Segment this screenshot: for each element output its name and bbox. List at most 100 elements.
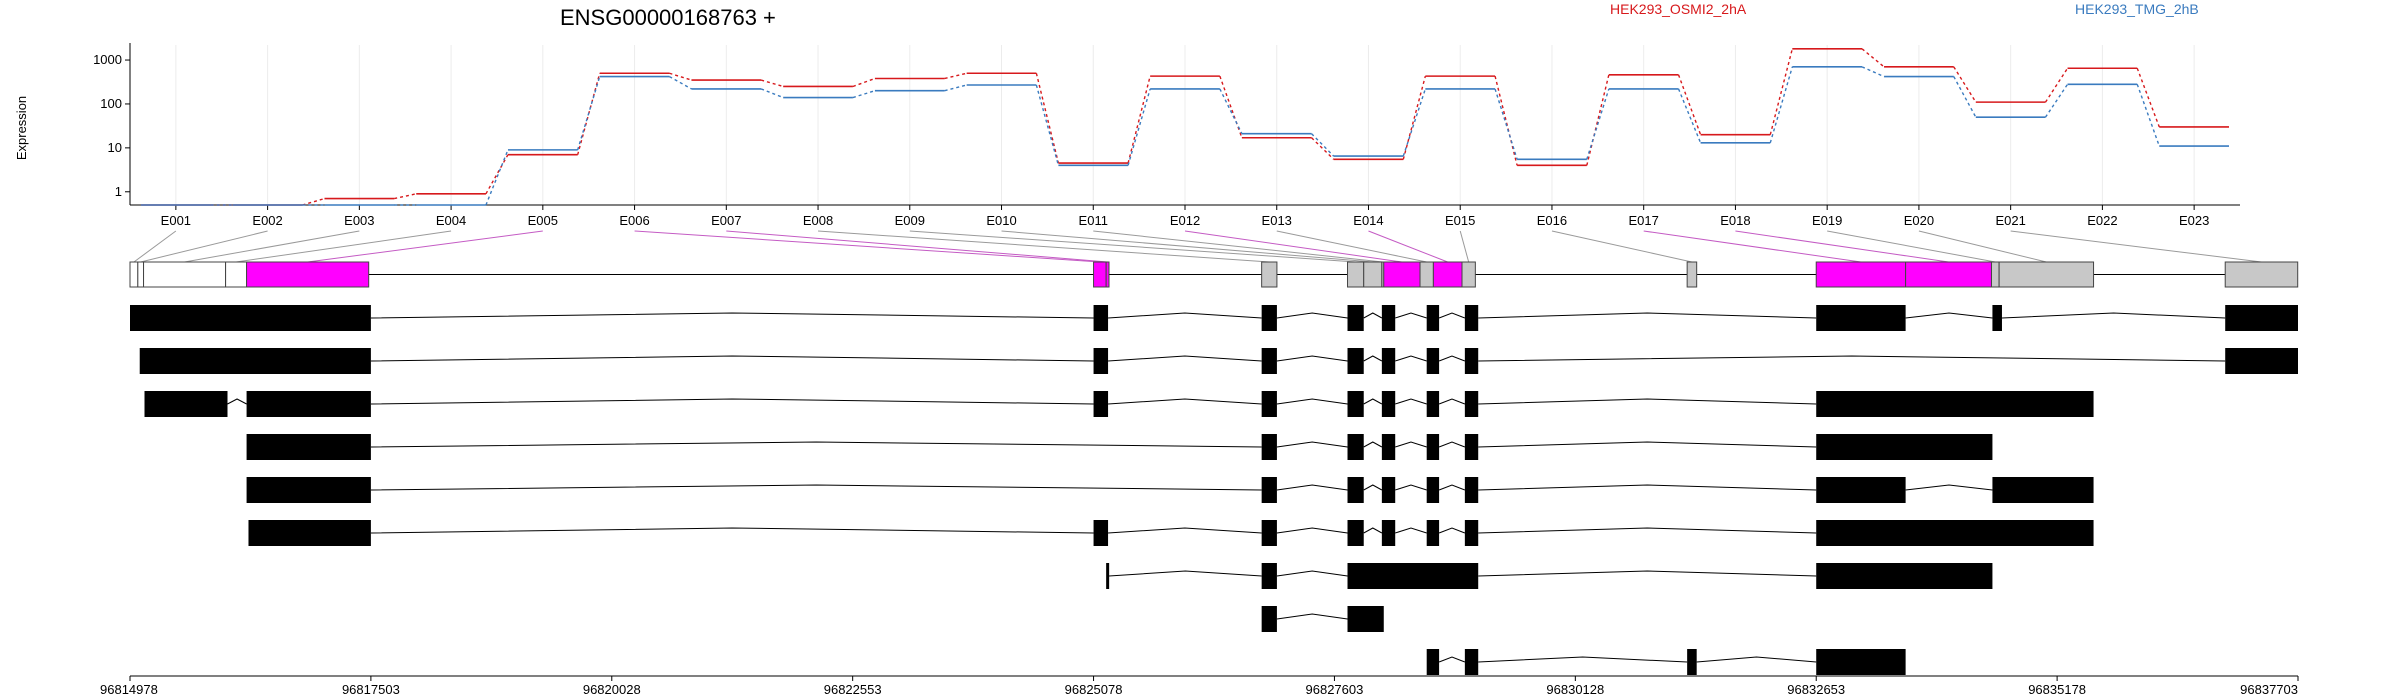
exon-connector [307,230,543,263]
transcript-exon [1381,348,1396,374]
gene-model-exon [246,261,370,288]
series-connector [1677,74,1702,135]
series-connector [1494,75,1518,166]
genome-tick-label: 96814978 [100,682,158,697]
transcript-exon [1816,477,1906,503]
transcript-intron [1276,570,1348,577]
exon-connector [1093,230,1383,263]
transcript-exon [1381,477,1396,503]
transcript-intron [1696,656,1817,663]
transcript-intron [1395,527,1427,534]
transcript-intron [1108,355,1262,362]
transcript-intron [1478,441,1817,448]
transcript-exon [1464,305,1479,331]
transcript-intron [1108,312,1262,319]
y-tick-label: 100 [100,96,122,111]
transcript-exon [1426,477,1440,503]
transcript-exon [1261,391,1277,417]
x-tick-label: E021 [1995,213,2025,228]
transcript-exon [1816,520,2094,546]
transcript-exon [1093,348,1109,374]
y-axis-label: Expression [14,96,29,160]
exon-connector [1184,230,1402,263]
series-connector [1127,75,1151,164]
series-connector [1953,76,1977,118]
transcript-intron [1395,441,1427,448]
transcript-exon [1261,606,1277,632]
gene-model-exon [1383,261,1421,288]
transcript-exon [1426,434,1440,460]
gene-model [129,261,2299,288]
genome-axis: 96814978 96817503 96820028 96822553 96825078… [100,675,2299,697]
transcript-intron [1108,570,1262,577]
transcript-exon [1992,305,2002,331]
gene-model-exon [1419,261,1434,288]
series-lines [141,48,2229,206]
transcript-exon [1381,391,1396,417]
gene-model-exon [1815,261,1907,288]
exon-connector [133,230,177,263]
axes: 1 10 100 1000 E001 E002 E003 E004 E005 E006 E007 E0… [93,43,2240,228]
transcript-exon [1347,477,1364,503]
transcript-exon [1381,305,1396,331]
chart-title: ENSG00000168763 + [560,5,776,30]
gene-model-exon [1261,261,1278,288]
transcript-intron [1438,398,1466,405]
series-connector [485,149,509,206]
exon-connector [818,230,1270,263]
transcript-exon [2225,348,2298,374]
transcript-exon [246,391,371,417]
transcript-intron [2001,312,2226,319]
transcript-exon [1347,606,1384,632]
series-connector [1586,88,1610,160]
transcript-exon [1464,348,1479,374]
transcript-intron [1438,527,1466,534]
x-tick-label: E003 [344,213,374,228]
x-tick-label: E012 [1170,213,1200,228]
transcript-exon [1464,434,1479,460]
gene-model-exon [225,261,248,288]
transcript-intron [1363,441,1383,448]
x-tick-label: E011 [1079,213,1108,228]
series-connector [2136,84,2160,147]
transcript-intron [1395,484,1427,491]
transcript-exon [1816,563,1993,589]
transcript-exon [1426,348,1440,374]
transcript-exon [130,305,371,331]
transcript-exon [246,434,371,460]
transcript-intron [1905,484,1993,491]
transcript-row [248,520,2094,546]
gene-model-exon [1461,261,1476,288]
x-tick-label: E002 [252,213,282,228]
series-osmi2 [141,48,2229,206]
transcript-exon [1464,649,1479,675]
series-connector [2044,83,2069,118]
series-connector [1677,88,1702,144]
transcript-intron [1438,355,1466,362]
transcript-intron [370,527,1094,534]
transcript-intron [1363,527,1383,534]
transcript-exon [1347,305,1364,331]
exon-connector [1276,230,1427,263]
transcript-intron [1438,484,1466,491]
exon-connector [1735,230,1949,263]
x-tick-label: E001 [161,213,191,228]
x-tick-label: E019 [1812,213,1842,228]
transcript-row [130,305,2298,331]
exon-connector [1827,230,1996,263]
transcript-intron [1438,656,1466,663]
x-tick-label: E013 [1262,213,1292,228]
transcript-exon [1687,649,1697,675]
gene-model-exon [1093,261,1107,288]
x-tick-label: E004 [436,213,466,228]
genome-tick-label: 96827603 [1306,682,1364,697]
gene-model-exon [1686,261,1698,288]
exon-connector [236,230,452,263]
exon-connector [634,230,1100,263]
gene-model-exon [129,261,139,288]
gene-model-exon [1432,261,1463,288]
transcript-intron [1478,656,1688,663]
transcript-exon [1464,477,1479,503]
transcript-intron [1108,398,1262,405]
